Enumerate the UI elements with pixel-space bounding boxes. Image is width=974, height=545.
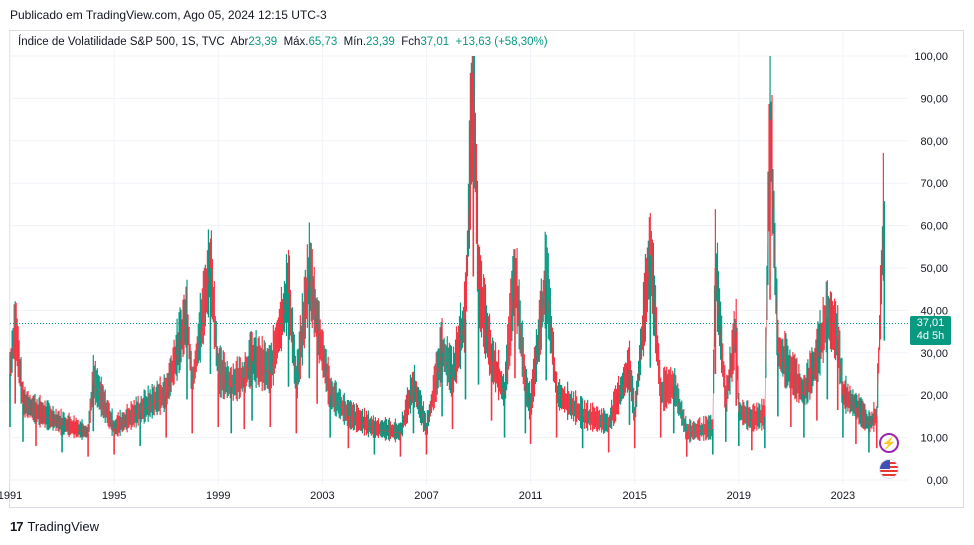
x-tick-label: 2011 — [519, 490, 543, 502]
bar-countdown: 4d 5h — [916, 330, 945, 342]
y-tick-label: 90,00 — [920, 93, 948, 105]
x-axis-ticks: 1991 1995 1999 2003 2007 2011 2015 2019 2023 — [0, 490, 855, 502]
y-tick-label: 100,00 — [914, 51, 948, 63]
brand-name: TradingView — [27, 519, 100, 534]
footer-branding[interactable]: 17 TradingView — [10, 519, 99, 534]
y-tick-label: 0,00 — [927, 475, 948, 487]
close-value: 37,01 — [420, 36, 450, 48]
y-tick-label: 60,00 — [920, 221, 948, 233]
tradingview-logo-icon: 17 — [10, 519, 24, 534]
x-tick-label: 1999 — [206, 490, 230, 502]
last-price-label: 37,01 4d 5h — [910, 316, 951, 345]
x-tick-label: 2015 — [622, 490, 646, 502]
y-tick-label: 70,00 — [920, 178, 948, 190]
y-axis-ticks: 0,00 10,00 20,00 30,00 40,00 50,00 60,00 70,00 8… — [914, 51, 948, 487]
last-price-value: 37,01 — [916, 317, 945, 329]
y-tick-label: 50,00 — [920, 263, 948, 275]
high-value: 65,73 — [308, 36, 338, 48]
price-series — [9, 56, 886, 457]
low-value: 23,39 — [366, 36, 395, 48]
us-flag-icon[interactable] — [879, 459, 899, 479]
x-tick-label: 2007 — [414, 490, 438, 502]
symbol-legend[interactable]: Índice de Volatilidade S&P 500, 1S, TVC … — [18, 36, 548, 48]
open-label: Abr — [230, 36, 249, 48]
high-label: Máx. — [283, 36, 309, 48]
symbol-title[interactable]: Índice de Volatilidade S&P 500, 1S, TVC — [18, 36, 225, 48]
open-value: 23,39 — [248, 36, 278, 48]
y-tick-label: 40,00 — [920, 305, 948, 317]
x-tick-label: 1995 — [102, 490, 126, 502]
x-tick-label: 2003 — [310, 490, 334, 502]
lightning-icon[interactable]: ⚡ — [879, 433, 899, 453]
publication-info: Publicado em TradingView.com, Ago 05, 20… — [10, 8, 327, 22]
y-tick-label: 30,00 — [920, 348, 948, 360]
y-tick-label: 10,00 — [920, 433, 948, 445]
close-label: Fch — [401, 36, 421, 48]
x-tick-label: 2019 — [727, 490, 751, 502]
change-value: +13,63 (+58,30%) — [455, 36, 548, 48]
y-tick-label: 20,00 — [920, 390, 948, 402]
low-label: Mín. — [343, 36, 367, 48]
flag-graphic — [880, 460, 898, 478]
y-tick-label: 80,00 — [920, 136, 948, 148]
x-tick-label: 2023 — [831, 490, 855, 502]
x-tick-label: 1991 — [0, 490, 22, 502]
